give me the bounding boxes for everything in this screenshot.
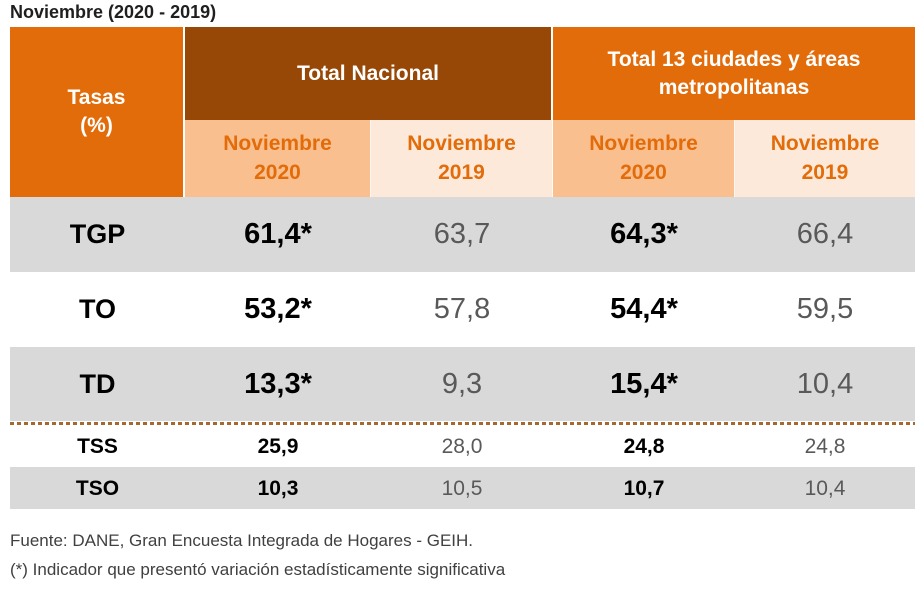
table-header: Tasas (%) Total Nacional Total 13 ciudad… bbox=[10, 27, 915, 197]
subheader-ciudades-nov-2020: Noviembre 2020 bbox=[553, 120, 735, 197]
value-ciudades-nov-2020: 10,7 bbox=[623, 476, 665, 500]
row-label: TD bbox=[79, 368, 116, 399]
row-label: TSS bbox=[77, 434, 118, 458]
value-ciudades-nov-2020: 24,8 bbox=[623, 434, 665, 458]
row-label: TSO bbox=[75, 476, 120, 500]
table-row-tgp: TGP 61,4* 63,7 64,3* 66,4 bbox=[10, 197, 915, 272]
table-row-tss: TSS 25,9 28,0 24,8 24,8 bbox=[10, 425, 915, 467]
table-row-td: TD 13,3* 9,3 15,4* 10,4 bbox=[10, 347, 915, 421]
value-ciudades-nov-2019: 24,8 bbox=[804, 434, 846, 458]
row-label: TO bbox=[78, 294, 116, 324]
page-title: Noviembre (2020 - 2019) bbox=[10, 2, 217, 22]
value-nacional-nov-2019: 10,5 bbox=[441, 476, 483, 500]
footnotes: Fuente: DANE, Gran Encuesta Integrada de… bbox=[10, 526, 915, 584]
value-nacional-nov-2020: 13,3* bbox=[244, 367, 312, 400]
subheader-nacional-nov-2019: Noviembre 2019 bbox=[371, 120, 553, 197]
header-total-nacional: Total Nacional bbox=[185, 27, 553, 120]
dashed-separator bbox=[10, 421, 915, 425]
rates-table: Tasas (%) Total Nacional Total 13 ciudad… bbox=[10, 27, 915, 509]
table-row-to: TO 53,2* 57,8 54,4* 59,5 bbox=[10, 272, 915, 347]
value-nacional-nov-2019: 63,7 bbox=[433, 218, 491, 250]
value-nacional-nov-2020: 10,3 bbox=[257, 476, 299, 500]
subheader-nacional-nov-2020: Noviembre 2020 bbox=[185, 120, 371, 197]
row-label: TGP bbox=[69, 219, 126, 249]
value-ciudades-nov-2019: 59,5 bbox=[796, 293, 854, 325]
value-ciudades-nov-2020: 54,4* bbox=[610, 293, 678, 325]
value-nacional-nov-2020: 53,2* bbox=[244, 293, 312, 325]
value-ciudades-nov-2019: 10,4 bbox=[796, 367, 854, 400]
significance-note: (*) Indicador que presentó variación est… bbox=[10, 560, 506, 579]
header-total-13-ciudades: Total 13 ciudades y áreas metropolitanas bbox=[553, 27, 915, 120]
value-nacional-nov-2020: 61,4* bbox=[244, 218, 312, 250]
value-ciudades-nov-2020: 15,4* bbox=[610, 367, 678, 400]
subheader-ciudades-nov-2019: Noviembre 2019 bbox=[735, 120, 915, 197]
value-nacional-nov-2019: 57,8 bbox=[433, 293, 491, 325]
source-note: Fuente: DANE, Gran Encuesta Integrada de… bbox=[10, 531, 474, 550]
value-ciudades-nov-2019: 66,4 bbox=[796, 218, 854, 250]
table-row-tso: TSO 10,3 10,5 10,7 10,4 bbox=[10, 467, 915, 509]
value-nacional-nov-2019: 28,0 bbox=[441, 434, 483, 458]
value-ciudades-nov-2019: 10,4 bbox=[804, 476, 846, 500]
value-nacional-nov-2019: 9,3 bbox=[441, 367, 483, 400]
value-ciudades-nov-2020: 64,3* bbox=[610, 218, 678, 250]
value-nacional-nov-2020: 25,9 bbox=[257, 434, 299, 458]
header-tasas: Tasas (%) bbox=[10, 27, 185, 197]
